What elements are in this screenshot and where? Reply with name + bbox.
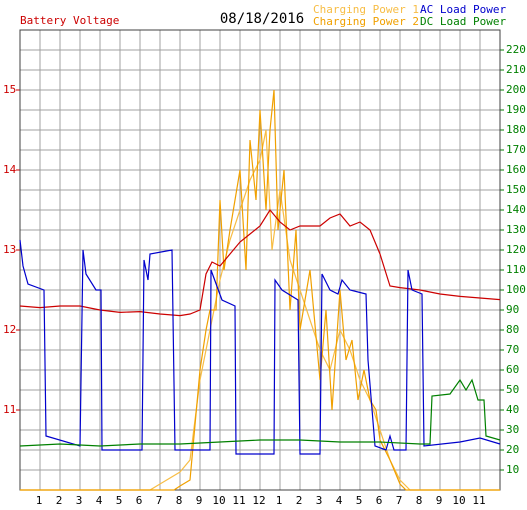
y2-tick-label: 190 [506,103,526,116]
y2-tick-label: 170 [506,143,526,156]
x-tick-label: 6 [136,494,143,507]
y2-tick-label: 110 [506,263,526,276]
x-tick-label: 9 [436,494,443,507]
x-tick-label: 6 [376,494,383,507]
y2-tick-label: 200 [506,83,526,96]
x-tick-label: 2 [296,494,303,507]
y2-tick-label: 140 [506,203,526,216]
series-line [20,89,500,491]
x-tick-label: 11 [232,494,245,507]
x-tick-label: 7 [396,494,403,507]
x-tick-label: 4 [96,494,103,507]
y2-tick-label: 40 [506,403,519,416]
legend-label: Charging Power 1 [313,3,419,16]
x-tick-label: 1 [276,494,283,507]
y2-tick-label: 220 [506,43,526,56]
y2-tick-label: 160 [506,163,526,176]
x-tick-label: 11 [472,494,485,507]
y-tick-label: 13 [3,243,16,256]
x-tick-label: 8 [176,494,183,507]
x-tick-label: 5 [116,494,123,507]
y2-tick-label: 80 [506,323,519,336]
x-tick-label: 9 [196,494,203,507]
series-line [19,378,501,447]
y2-tick-label: 210 [506,63,526,76]
legend-label: AC Load Power [420,3,506,16]
legend-label: DC Load Power [420,15,506,28]
chart-title: Battery Voltage [20,14,119,27]
x-tick-label: 12 [252,494,265,507]
plot-frame [19,29,501,491]
y-tick-label: 15 [3,83,16,96]
x-tick-label: 4 [336,494,343,507]
y2-tick-label: 10 [506,463,519,476]
series-line [19,208,501,317]
y2-tick-label: 90 [506,303,519,316]
y2-tick-label: 20 [506,443,519,456]
chart-date: 08/18/2016 [220,11,304,27]
y-tick-label: 14 [3,163,17,176]
y2-tick-label: 100 [506,283,526,296]
x-tick-label: 3 [316,494,323,507]
y2-tick-label: 150 [506,183,526,196]
x-tick-label: 3 [76,494,83,507]
y2-tick-label: 50 [506,383,519,396]
x-tick-label: 2 [56,494,63,507]
y-tick-label: 11 [3,403,16,416]
legend-label: Charging Power 2 [313,15,419,28]
y2-tick-label: 130 [506,223,526,236]
series-line [19,239,501,455]
x-tick-label: 8 [416,494,423,507]
y2-tick-label: 120 [506,243,526,256]
x-tick-label: 1 [36,494,43,507]
y2-tick-label: 180 [506,123,526,136]
x-tick-label: 5 [356,494,363,507]
x-tick-label: 10 [452,494,465,507]
y2-tick-label: 30 [506,423,519,436]
y2-tick-label: 70 [506,343,519,356]
x-tick-label: 10 [212,494,225,507]
y2-tick-label: 60 [506,363,519,376]
x-tick-label: 7 [156,494,163,507]
y-tick-label: 12 [3,323,16,336]
